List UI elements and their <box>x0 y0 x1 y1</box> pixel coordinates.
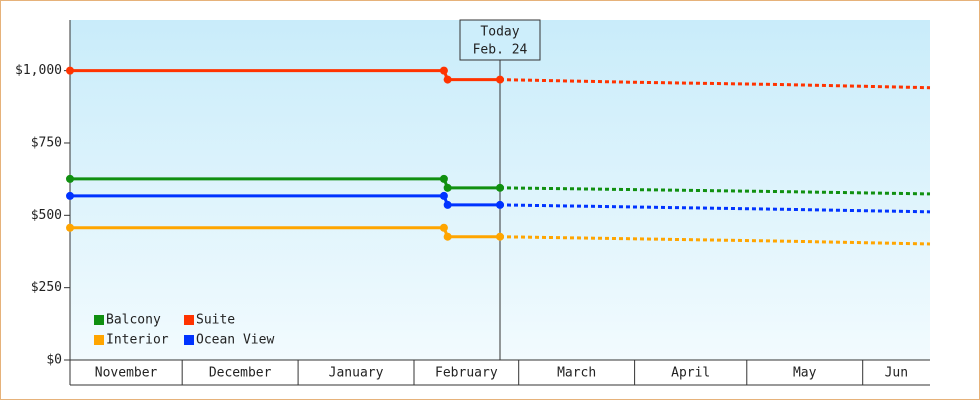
price-point <box>66 174 74 183</box>
x-tick-label: Jun <box>885 366 908 381</box>
x-tick-label: May <box>793 366 817 381</box>
forecast-line <box>499 203 931 214</box>
x-tick-label: January <box>329 366 384 381</box>
today-date: Feb. 24 <box>473 43 528 58</box>
forecast-line <box>499 235 931 246</box>
price-point <box>439 66 448 75</box>
y-tick-label: $0 <box>46 353 62 368</box>
legend-label: Suite <box>196 313 235 328</box>
price-point <box>439 174 448 183</box>
legend-label: Ocean View <box>196 333 274 348</box>
legend-swatch <box>184 335 194 345</box>
price-point <box>66 66 74 75</box>
y-tick-label: $750 <box>31 135 62 150</box>
x-tick-label: November <box>95 366 158 381</box>
today-box <box>459 19 541 61</box>
price-point <box>443 183 452 192</box>
price-point <box>496 75 504 84</box>
legend-swatch <box>94 315 104 325</box>
price-line <box>70 226 500 239</box>
x-tick-label: April <box>671 366 710 381</box>
legend-label: Balcony <box>106 313 161 328</box>
y-tick-label: $500 <box>31 208 62 223</box>
legend-swatch <box>94 335 104 345</box>
price-line <box>70 69 500 82</box>
y-tick-label: $250 <box>31 280 62 295</box>
x-tick-label: March <box>557 366 596 381</box>
price-point <box>66 223 74 232</box>
x-tick-label: December <box>209 366 272 381</box>
price-point <box>443 232 452 241</box>
price-point <box>496 183 504 192</box>
price-point <box>439 223 448 232</box>
price-point <box>496 232 504 241</box>
forecast-line <box>499 186 931 196</box>
x-tick-label: February <box>435 366 498 381</box>
price-point <box>439 191 448 200</box>
price-point <box>66 191 74 200</box>
forecast-line <box>499 78 931 90</box>
price-point <box>443 200 452 209</box>
price-line <box>70 177 500 190</box>
legend-swatch <box>184 315 194 325</box>
y-tick-label: $1,000 <box>15 63 62 78</box>
price-point <box>496 200 504 209</box>
today-label: Today <box>480 25 519 40</box>
price-point <box>443 75 452 84</box>
legend-label: Interior <box>106 333 169 348</box>
price-line <box>70 194 500 207</box>
